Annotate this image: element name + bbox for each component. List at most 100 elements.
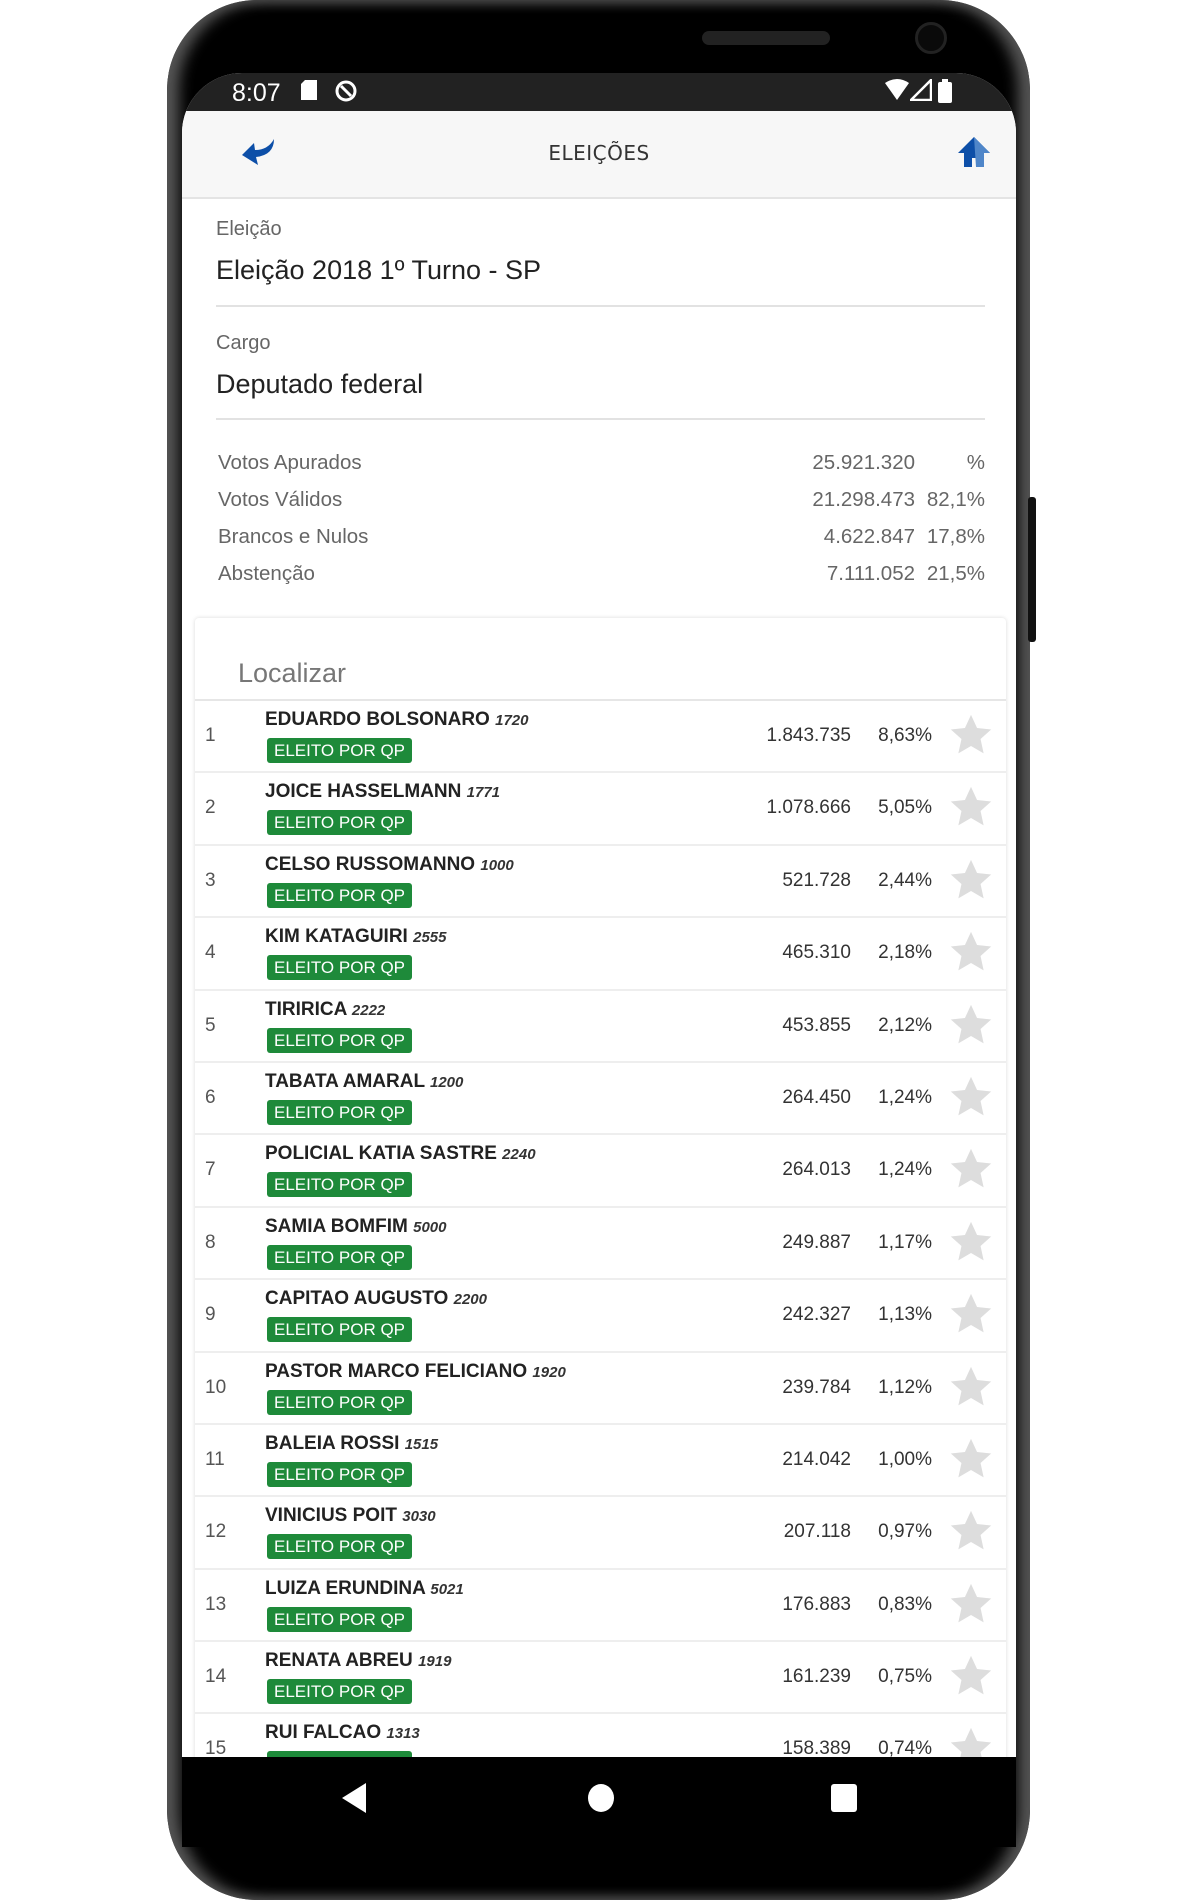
candidate-rank: 10 <box>205 1376 227 1398</box>
candidate-name: TIRIRICA 2222 <box>265 999 385 1021</box>
star-icon[interactable] <box>949 785 993 834</box>
nav-home-icon[interactable] <box>587 1782 615 1819</box>
candidate-name-text: PASTOR MARCO FELICIANO <box>265 1360 528 1382</box>
candidate-pct: 1,13% <box>878 1304 932 1326</box>
candidate-votes: 465.310 <box>782 942 851 964</box>
candidate-number: 5000 <box>413 1218 447 1236</box>
candidate-list: 1 EDUARDO BOLSONARO 1720 ELEITO POR QP 1… <box>195 699 1006 1787</box>
table-row[interactable]: 11 BALEIA ROSSI 1515 ELEITO POR QP 214.0… <box>195 1425 1006 1498</box>
star-icon[interactable] <box>949 1437 993 1486</box>
candidate-name-text: VINICIUS POIT <box>265 1505 397 1527</box>
candidate-number: 1720 <box>495 712 529 729</box>
candidate-name: JOICE HASSELMANN 1771 <box>265 781 500 803</box>
candidate-number: 2555 <box>413 929 447 947</box>
table-row[interactable]: 4 KIM KATAGUIRI 2555 ELEITO POR QP 465.3… <box>195 918 1006 991</box>
star-icon[interactable] <box>949 858 993 907</box>
candidate-name: RUI FALCAO 1313 <box>265 1722 420 1744</box>
candidate-votes: 264.013 <box>782 1159 851 1181</box>
stat-label: Brancos e Nulos <box>218 525 369 548</box>
signal-icon <box>907 76 933 107</box>
status-badge: ELEITO POR QP <box>267 1027 413 1053</box>
star-icon[interactable] <box>949 1654 993 1703</box>
table-row[interactable]: 10 PASTOR MARCO FELICIANO 1920 ELEITO PO… <box>195 1353 1006 1425</box>
table-row[interactable]: 14 RENATA ABREU 1919 ELEITO POR QP 161.2… <box>195 1642 1006 1715</box>
candidate-name: LUIZA ERUNDINA 5021 <box>265 1578 464 1600</box>
candidate-votes: 264.450 <box>782 1086 851 1108</box>
table-row[interactable]: 8 SAMIA BOMFIM 5000 ELEITO POR QP 249.88… <box>195 1208 1006 1281</box>
table-row[interactable]: 3 CELSO RUSSOMANNO 1000 ELEITO POR QP 52… <box>195 846 1006 919</box>
search-input[interactable]: Localizar <box>238 658 347 688</box>
star-icon[interactable] <box>949 1075 993 1124</box>
candidate-name: RENATA ABREU 1919 <box>265 1650 451 1672</box>
stat-label: Abstenção <box>218 562 315 585</box>
back-arrow-icon[interactable] <box>240 137 280 172</box>
table-row[interactable]: 6 TABATA AMARAL 1200 ELEITO POR QP 264.4… <box>195 1063 1006 1136</box>
candidate-number: 1000 <box>480 856 514 874</box>
candidate-rank: 12 <box>205 1521 227 1543</box>
candidate-number: 1515 <box>404 1435 439 1453</box>
stat-votes: 25.921.320 <box>812 451 915 474</box>
results-card: Localizar 1 EDUARDO BOLSONARO 1720 ELEIT… <box>195 618 1006 1814</box>
candidate-rank: 1 <box>205 725 216 746</box>
status-badge: ELEITO POR QP <box>267 1099 413 1125</box>
cargo-field[interactable]: Cargo Deputado federal <box>216 332 985 420</box>
candidate-name: KIM KATAGUIRI 2555 <box>265 926 447 948</box>
star-icon[interactable] <box>949 1220 993 1269</box>
status-badge: ELEITO POR QP <box>267 1244 413 1270</box>
candidate-name-text: CAPITAO AUGUSTO <box>265 1288 449 1310</box>
candidate-pct: 8,63% <box>878 725 932 746</box>
app-bar: ELEIÇÕES <box>182 111 1016 199</box>
stat-votes: 7.111.052 <box>826 562 915 585</box>
candidate-votes: 158.389 <box>782 1738 851 1760</box>
status-badge: ELEITO POR QP <box>267 882 413 908</box>
candidate-pct: 2,44% <box>878 869 932 891</box>
candidate-number: 2200 <box>453 1291 487 1309</box>
candidate-rank: 15 <box>205 1738 227 1760</box>
candidate-pct: 2,18% <box>878 942 932 964</box>
sd-card-icon <box>300 79 318 107</box>
candidate-name-text: JOICE HASSELMANN <box>265 781 462 803</box>
table-row[interactable]: 7 POLICIAL KATIA SASTRE 2240 ELEITO POR … <box>195 1135 1006 1208</box>
candidate-name-text: POLICIAL KATIA SASTRE <box>265 1143 497 1165</box>
star-icon[interactable] <box>949 1003 993 1052</box>
candidate-number: 3030 <box>402 1508 436 1526</box>
table-row[interactable]: 12 VINICIUS POIT 3030 ELEITO POR QP 207.… <box>195 1497 1006 1570</box>
table-row[interactable]: 2 JOICE HASSELMANN 1771 ELEITO POR QP 1.… <box>195 773 1006 846</box>
candidate-name-text: SAMIA BOMFIM <box>265 1215 408 1237</box>
candidate-number: 1919 <box>418 1653 452 1671</box>
candidate-votes: 176.883 <box>782 1593 851 1615</box>
star-icon[interactable] <box>949 1147 993 1196</box>
table-row[interactable]: 1 EDUARDO BOLSONARO 1720 ELEITO POR QP 1… <box>195 701 1006 774</box>
candidate-number: 1313 <box>386 1725 420 1743</box>
candidate-name: BALEIA ROSSI 1515 <box>265 1433 438 1455</box>
candidate-rank: 8 <box>205 1231 216 1253</box>
nav-recents-icon[interactable] <box>830 1782 858 1819</box>
candidate-name-text: EDUARDO BOLSONARO <box>265 709 490 730</box>
candidate-number: 1920 <box>532 1363 566 1381</box>
battery-icon <box>938 79 952 109</box>
candidate-number: 5021 <box>430 1580 464 1598</box>
star-icon[interactable] <box>949 1292 993 1341</box>
star-icon[interactable] <box>949 1582 993 1631</box>
star-icon[interactable] <box>949 1509 993 1558</box>
table-row[interactable]: 13 LUIZA ERUNDINA 5021 ELEITO POR QP 176… <box>195 1570 1006 1643</box>
candidate-number: 1771 <box>466 784 501 802</box>
home-icon[interactable] <box>956 135 992 174</box>
candidate-name-text: LUIZA ERUNDINA <box>265 1577 426 1599</box>
star-icon[interactable] <box>949 1365 993 1414</box>
stat-row: Brancos e Nulos 4.622.847 17,8% <box>218 525 985 562</box>
status-badge: ELEITO POR QP <box>267 1389 413 1415</box>
candidate-number: 2240 <box>502 1146 536 1164</box>
stat-pct: % <box>966 451 985 474</box>
nav-back-icon[interactable] <box>340 1782 368 1819</box>
candidate-rank: 2 <box>205 797 216 819</box>
star-icon[interactable] <box>949 713 993 762</box>
eleicao-field[interactable]: Eleição Eleição 2018 1º Turno - SP <box>216 218 985 307</box>
table-row[interactable]: 5 TIRIRICA 2222 ELEITO POR QP 453.855 2,… <box>195 991 1006 1063</box>
page-title: ELEIÇÕES <box>548 141 650 165</box>
table-row[interactable]: 9 CAPITAO AUGUSTO 2200 ELEITO POR QP 242… <box>195 1280 1006 1353</box>
star-icon[interactable] <box>949 930 993 979</box>
screen: 8:07 ELEIÇÕES Eleição Eleição 2018 1º Tu… <box>182 73 1016 1814</box>
candidate-pct: 5,05% <box>878 797 932 819</box>
stat-votes: 21.298.473 <box>812 488 915 511</box>
